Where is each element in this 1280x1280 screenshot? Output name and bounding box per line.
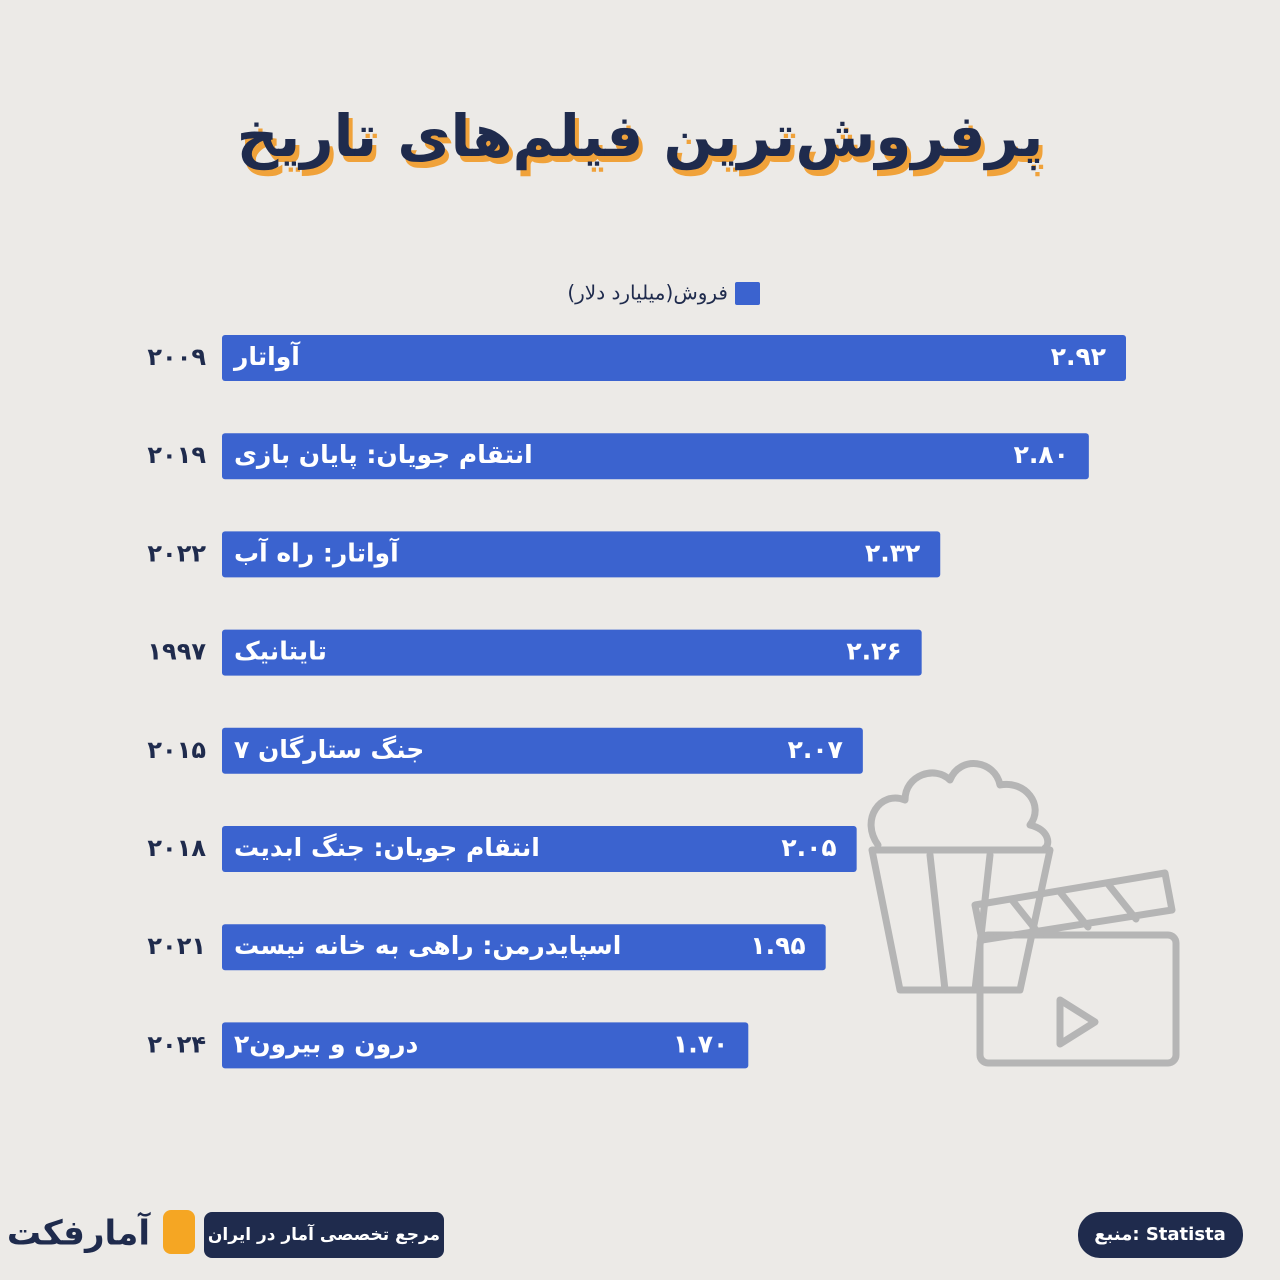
category-label: انتقام جویان: جنگ ابدیت <box>234 833 540 863</box>
decoration-icons <box>867 760 1180 1067</box>
bar <box>222 1022 749 1069</box>
clapper-top <box>971 869 1176 944</box>
value-label: ۲.۰۷ <box>788 735 843 764</box>
value-label: ۲.۳۲ <box>865 538 920 567</box>
category-label: اسپایدرمن: راهی به خانه نیست <box>234 931 621 961</box>
source-box <box>1078 1212 1243 1258</box>
clapper-body <box>976 931 1180 1067</box>
category-label: آواتار: راه آب <box>234 537 400 568</box>
year-label: ۲۰۱۸ <box>147 834 206 862</box>
value-label: ۲.۲۶ <box>846 637 901 666</box>
category-label: جنگ ستارگان ۷ <box>234 735 424 764</box>
year-label: ۲۰۱۵ <box>147 736 206 764</box>
value-label: ۲.۰۵ <box>781 833 836 862</box>
bar <box>222 727 863 774</box>
bar <box>222 924 826 971</box>
year-label: ۲۰۱۹ <box>147 441 206 469</box>
popcorn-top <box>867 760 1052 852</box>
category-label: تایتانیک <box>234 637 327 666</box>
year-label: ۱۹۹۷ <box>147 638 206 666</box>
legend-label: فروش(میلیارد دلار) <box>567 281 728 305</box>
year-label: ۲۰۲۲ <box>147 539 206 567</box>
play-icon <box>1056 996 1099 1048</box>
value-label: ۲.۸۰ <box>1014 440 1069 469</box>
chart-title: پرفروش‌ترین فیلم‌های تاریخ <box>237 102 1044 171</box>
bar <box>222 826 857 872</box>
title-shadow: پرفروش‌ترین فیلم‌های تاریخ <box>241 108 1048 177</box>
tagline-box <box>204 1212 444 1258</box>
category-label: درون و بیرون۲ <box>234 1029 419 1059</box>
legend-swatch <box>735 282 760 305</box>
category-label: انتقام جویان: پایان بازی <box>234 440 533 470</box>
footer: آمارفکت مرجع تخصصی آمار در ایران منبع: S… <box>7 1210 1243 1258</box>
value-label: ۱.۹۵ <box>750 931 805 960</box>
year-label: ۲۰۲۴ <box>147 1030 206 1058</box>
value-label: ۱.۷۰ <box>673 1029 728 1058</box>
popcorn-box <box>868 846 1054 994</box>
category-label: آواتار <box>232 341 301 372</box>
year-label: ۲۰۲۱ <box>147 932 206 960</box>
tagline: مرجع تخصصی آمار در ایران <box>208 1223 440 1245</box>
bar <box>222 335 1126 381</box>
clapper-stripes <box>1008 880 1140 939</box>
bar <box>222 629 922 676</box>
value-label: ۲.۹۲ <box>1051 342 1106 371</box>
source: منبع: Statista <box>1094 1224 1226 1245</box>
brand: آمارفکت <box>7 1212 151 1254</box>
year-label: ۲۰۰۹ <box>147 343 206 371</box>
brand-mark <box>163 1210 195 1254</box>
bar <box>222 433 1089 480</box>
bar <box>222 531 941 578</box>
